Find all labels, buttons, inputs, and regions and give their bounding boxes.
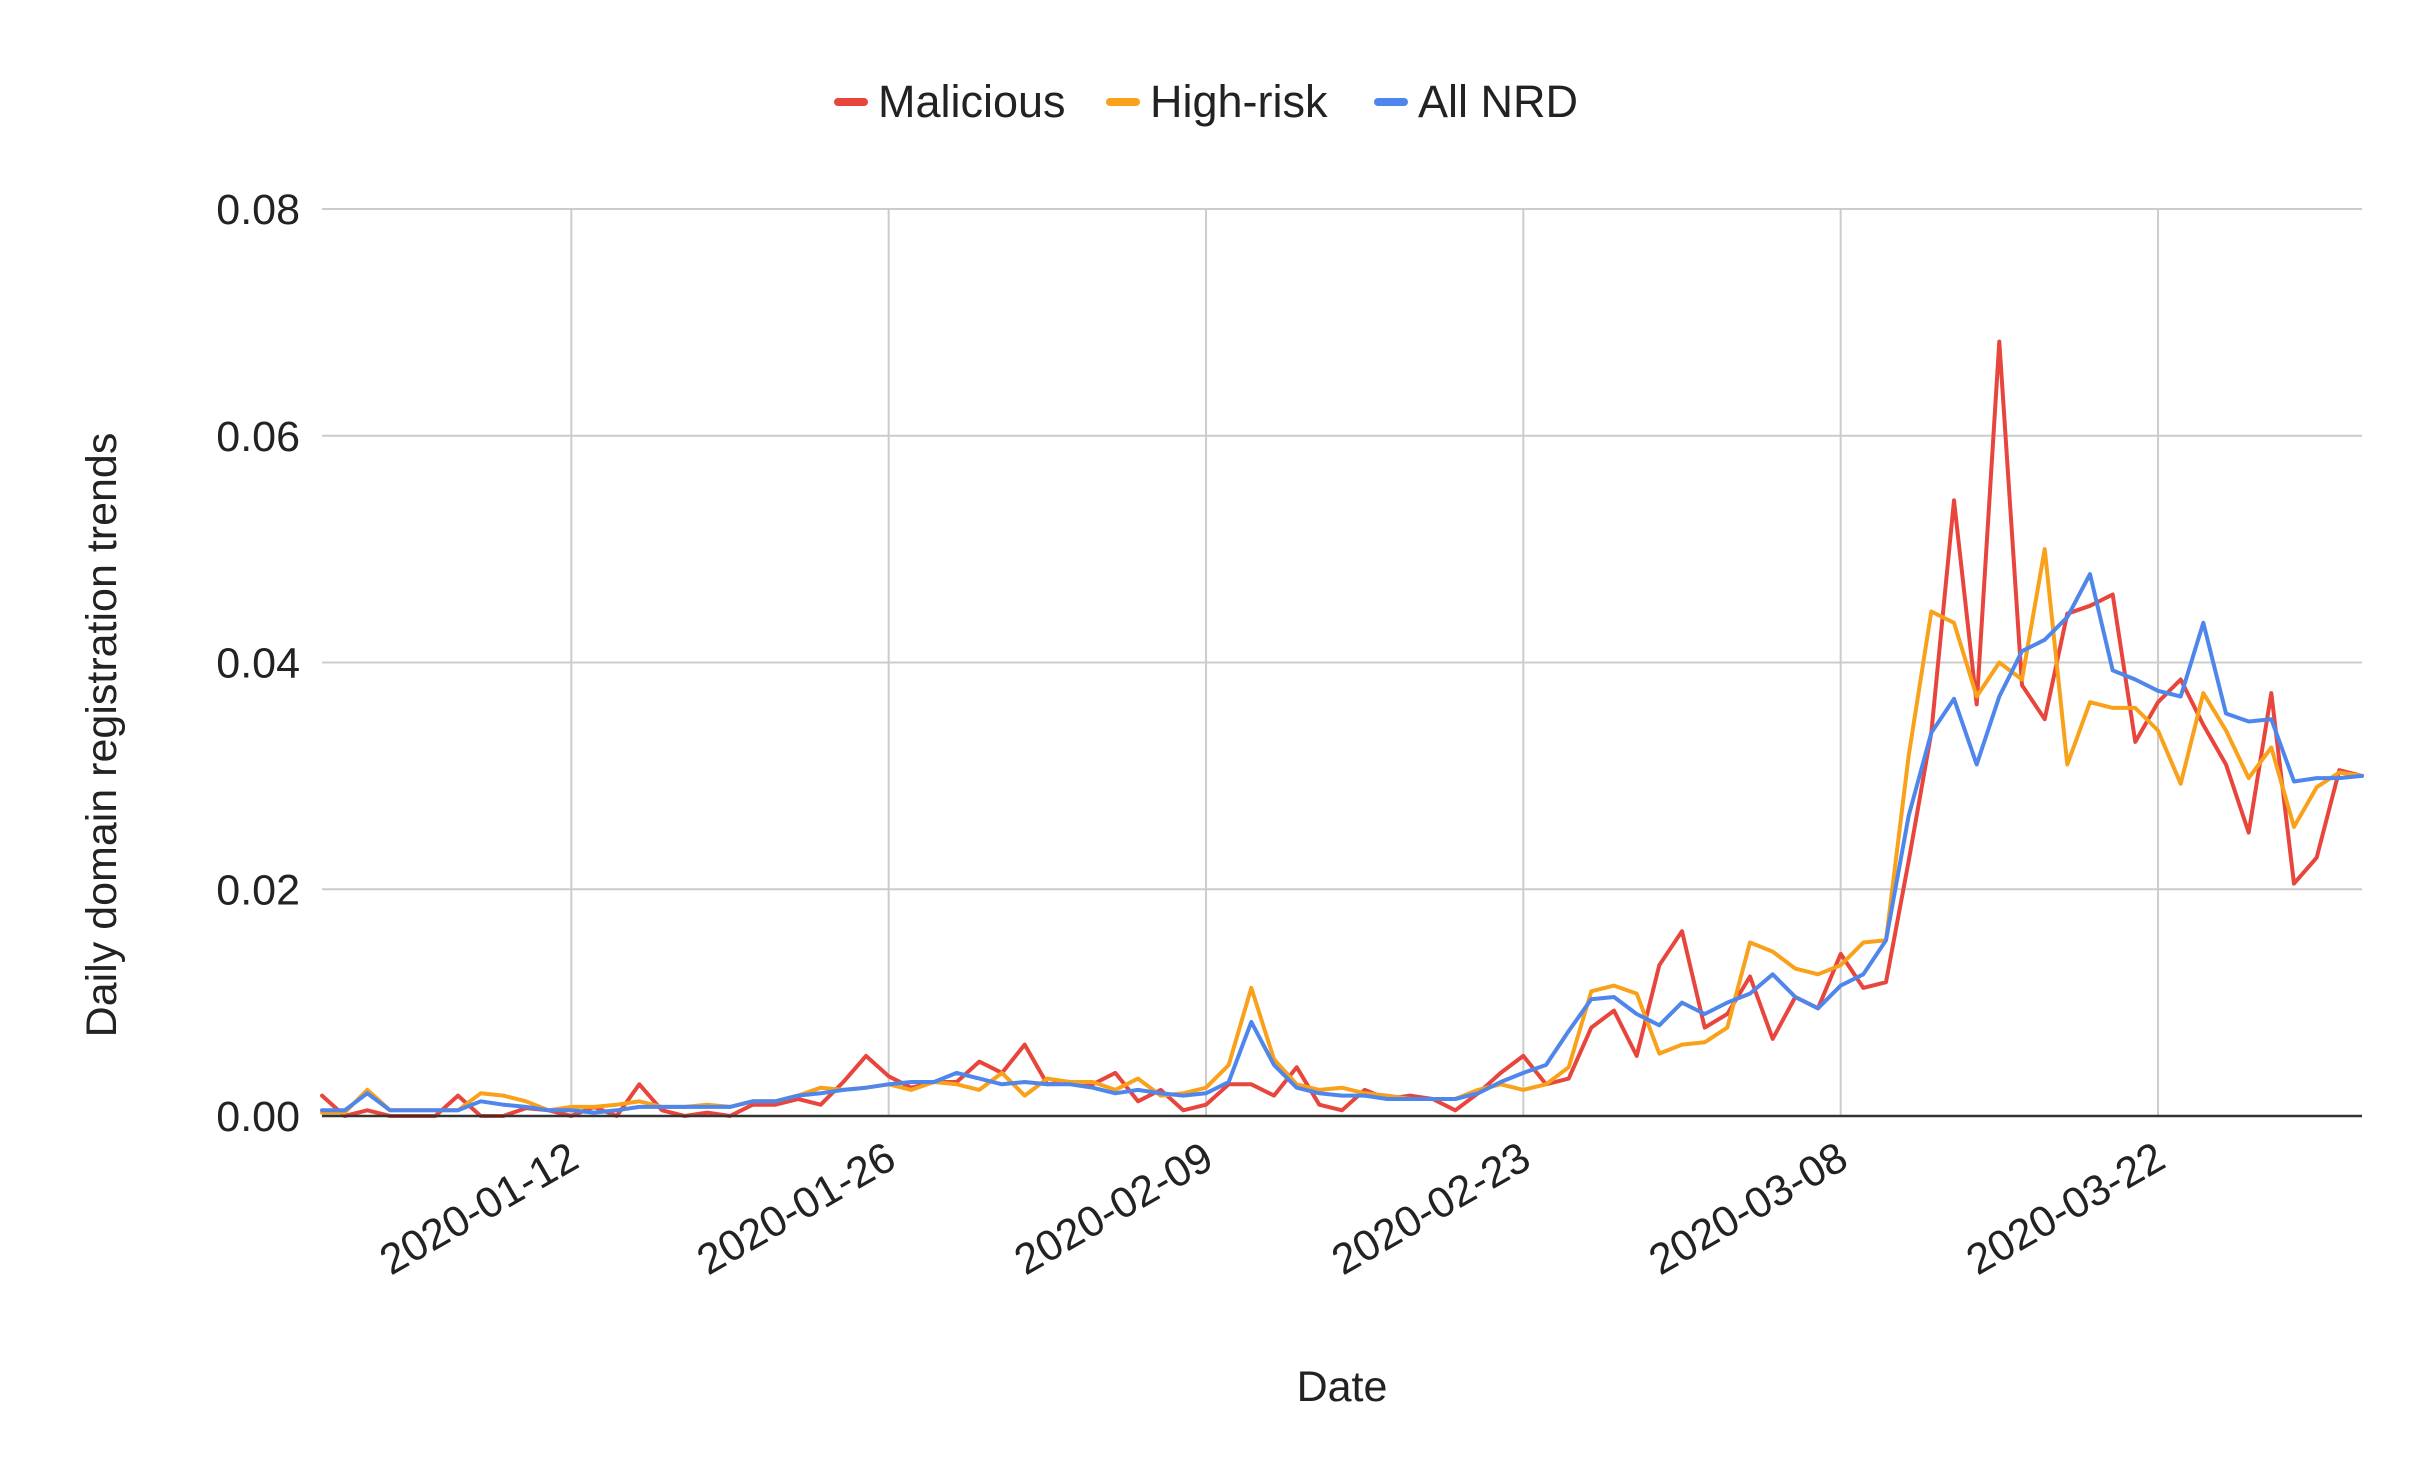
series-line-malicious <box>320 339 2364 1118</box>
legend-label-malicious: Malicious <box>878 76 1066 127</box>
x-tick-label: 2020-01-26 <box>689 1133 903 1285</box>
series-lines <box>320 339 2364 1118</box>
x-tick-label: 2020-02-09 <box>1007 1133 1221 1285</box>
legend-label-all-nrd: All NRD <box>1418 76 1578 127</box>
y-tick-label: 0.08 <box>216 186 300 234</box>
grid <box>322 208 2362 1116</box>
legend-label-high-risk: High-risk <box>1150 76 1328 127</box>
x-tick-label: 2020-03-22 <box>1959 1133 2173 1285</box>
x-axis-title: Date <box>1297 1363 1388 1411</box>
y-tick-label: 0.04 <box>216 640 300 688</box>
y-tick-label: 0.06 <box>216 413 300 461</box>
y-tick-label: 0.02 <box>216 866 300 914</box>
legend: Malicious High-risk All NRD <box>834 76 1578 127</box>
x-tick-label: 2020-02-23 <box>1324 1133 1538 1285</box>
x-tick-label: 2020-03-08 <box>1641 1133 1855 1285</box>
series-line-high-risk <box>320 547 2364 1115</box>
y-axis-title: Daily domain registration trends <box>78 433 126 1038</box>
series-line-all-nrd <box>320 572 2364 1115</box>
axes: 0.00 0.02 0.04 0.06 0.08 2020-01-12 2020-01-26… <box>216 186 2362 1285</box>
x-tick-label: 2020-01-12 <box>372 1133 586 1285</box>
y-tick-label: 0.00 <box>216 1093 300 1141</box>
